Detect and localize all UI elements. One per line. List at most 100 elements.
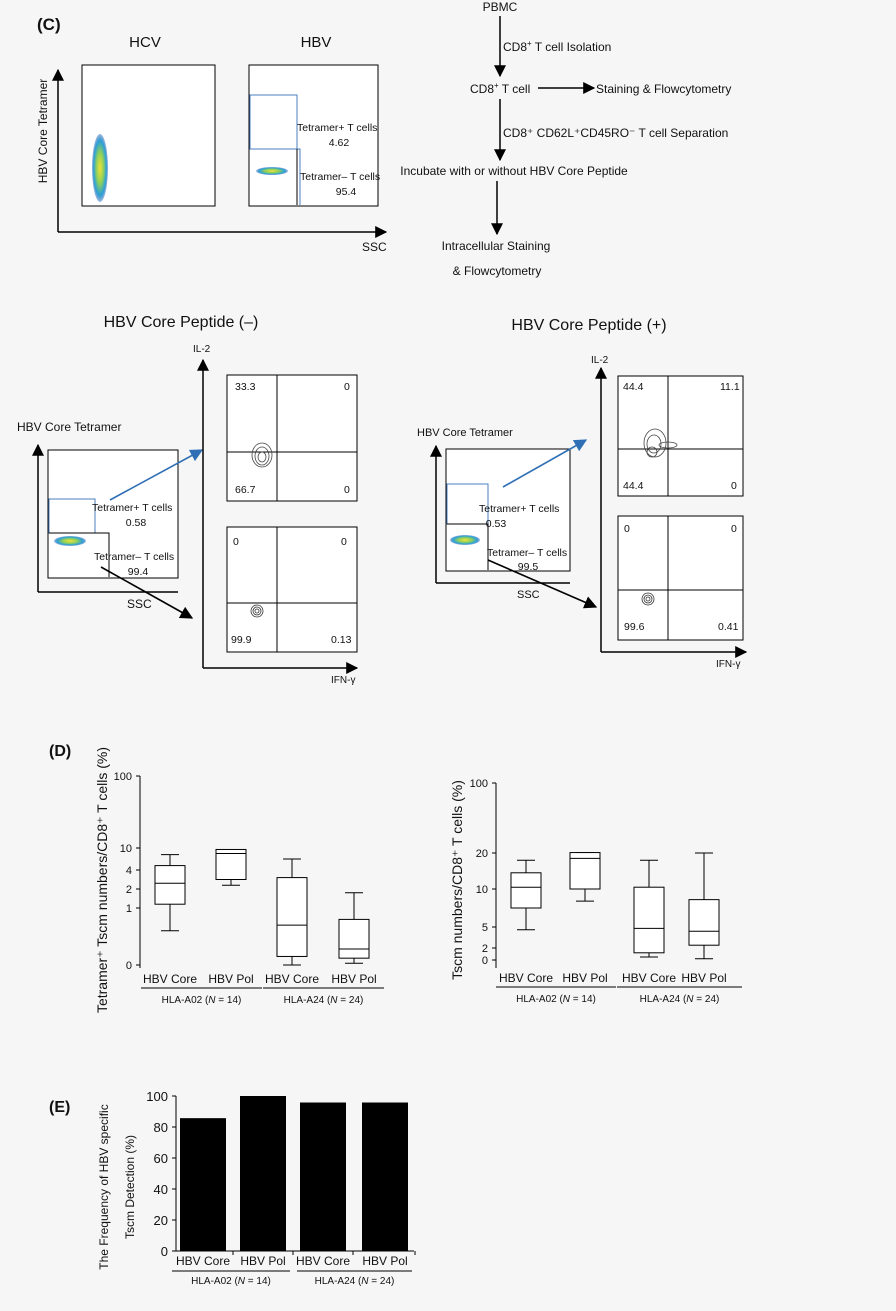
x-category-label: HBV Core — [622, 971, 676, 985]
peppos-bot-q2: 0 — [731, 523, 737, 535]
pepneg-bot-q2: 0 — [341, 536, 347, 548]
hcv-plot-frame — [81, 64, 216, 207]
flow-step2: CD8⁺ CD62L⁺CD45RO⁻ T cell Separation — [503, 126, 728, 140]
pepneg-title: HBV Core Peptide (–) — [104, 314, 259, 331]
hbv-title: HBV — [301, 34, 332, 51]
peppos-q-top-frame — [617, 375, 744, 497]
flow-side: Staining & Flowcytometry — [596, 82, 731, 96]
pepneg-population — [54, 536, 86, 546]
peppos-pos-value: 0.53 — [486, 518, 507, 530]
y-tick-label: 4 — [126, 865, 132, 877]
pepneg-arrow-down — [100, 566, 194, 619]
group-label: HLA-A02 (N = 14) — [516, 994, 596, 1005]
pepneg-top-q4: 0 — [344, 484, 350, 496]
x-category-label: HBV Core — [296, 1254, 350, 1268]
pepneg-bot-q4: 0.13 — [331, 634, 352, 646]
pepneg-arrow-up — [109, 449, 204, 501]
x-category-label: HBV Pol — [240, 1254, 285, 1268]
y-tick-label: 1 — [126, 903, 132, 915]
y-tick-label: 60 — [154, 1151, 168, 1166]
pepneg-q-bot-frame — [226, 526, 358, 653]
panel-c-label: (C) — [37, 15, 61, 34]
peppos-contour-bot — [641, 592, 655, 606]
box-iqr — [276, 877, 308, 957]
peppos-q-bot-frame — [617, 515, 744, 641]
pepneg-neg-value: 99.4 — [128, 566, 149, 578]
x-category-label: HBV Core — [143, 972, 197, 986]
y-tick-label: 100 — [470, 778, 488, 790]
y-tick-label: 0 — [126, 960, 132, 972]
y-axis-title-line1: The Frequency of HBV specific — [97, 1104, 111, 1269]
pepneg-il2: IL-2 — [193, 344, 211, 355]
bar — [300, 1102, 346, 1251]
y-tick-label: 40 — [154, 1182, 168, 1197]
y-tick-label: 20 — [154, 1213, 168, 1228]
peppos-arrow-up — [502, 439, 588, 488]
hbv-neg-label: Tetramer– T cells — [300, 171, 380, 183]
pepneg-q-top-frame — [226, 374, 358, 502]
peppos-top-q3: 44.4 — [623, 480, 644, 492]
peppos-bot-q1: 0 — [624, 523, 630, 535]
pepneg-gate-neg — [49, 532, 110, 577]
y-tick-label: 0 — [482, 955, 488, 967]
peppos-il2: IL-2 — [591, 355, 609, 366]
y-tick-label: 80 — [154, 1120, 168, 1135]
pepneg-top-q3: 66.7 — [235, 484, 256, 496]
bar — [362, 1102, 408, 1251]
peppos-scatter-frame — [445, 448, 571, 572]
hbv-pos-label: Tetramer+ T cells — [297, 122, 377, 134]
x-category-label: HBV Core — [499, 971, 553, 985]
flow-node4-l2: & Flowcytometry — [453, 264, 542, 278]
y-axis-title: Tscm numbers/CD8⁺ T cells (%) — [449, 780, 465, 980]
y-tick-label: 10 — [476, 884, 488, 896]
peppos-tetramer-label: HBV Core Tetramer — [417, 427, 513, 439]
group-label: HLA-A24 (N = 24) — [284, 995, 364, 1006]
pepneg-top-q2: 0 — [344, 381, 350, 393]
pepneg-contour-top — [251, 442, 273, 468]
box-chart-tscm: 02 5 10 20 100 Tscm numbers/CD8⁺ T cells (%) H… — [449, 778, 742, 1005]
peppos-bot-q3: 99.6 — [624, 621, 645, 633]
box-iqr — [154, 865, 186, 905]
box-iqr — [215, 848, 247, 881]
flow-step1: CD8+ T cell Isolation — [503, 39, 611, 54]
hbv-gate-neg — [250, 148, 301, 205]
hcv-population — [92, 134, 108, 202]
y-axis-title-line2: Tscm Detection (%) — [123, 1135, 137, 1239]
c-ylabel: HBV Core Tetramer — [36, 79, 50, 183]
panel-d-label: (D) — [49, 743, 71, 760]
pepneg-contour-bot — [250, 604, 264, 618]
pepneg-neg-label: Tetramer– T cells — [94, 551, 174, 563]
box-chart-tetramer-tscm: 0 1 2 4 10 100 Tetramer⁺ Tscm numbers/CD8⁺ T c… — [94, 747, 384, 1013]
bar — [240, 1096, 286, 1251]
pepneg-ssc: SSC — [127, 597, 152, 611]
pepneg-bot-q1: 0 — [233, 536, 239, 548]
hcv-title: HCV — [129, 34, 161, 51]
y-axis-title: Tetramer⁺ Tscm numbers/CD8⁺ T cells (%) — [94, 747, 110, 1013]
pepneg-scatter-frame — [47, 449, 179, 579]
x-category-label: HBV Core — [265, 972, 319, 986]
y-tick-label: 0 — [161, 1244, 168, 1259]
x-category-label: HBV Core — [176, 1254, 230, 1268]
peppos-ssc: SSC — [517, 589, 540, 601]
y-tick-label: 100 — [146, 1089, 168, 1104]
x-category-label: HBV Pol — [681, 971, 726, 985]
hbv-population — [256, 167, 288, 175]
box-iqr — [338, 918, 370, 959]
bar-chart-detection-frequency: 0 20 40 60 80 100 The Frequency of HBV specifi… — [97, 1089, 416, 1287]
group-label: HLA-A24 (N = 24) — [640, 994, 720, 1005]
hbv-neg-value: 95.4 — [336, 186, 357, 198]
peppos-top-q1: 44.4 — [623, 381, 644, 393]
flow-pbmc: PBMC — [483, 0, 518, 14]
box-iqr — [633, 886, 665, 954]
pepneg-pos-label: Tetramer+ T cells — [92, 502, 172, 514]
y-tick-label: 2 — [482, 943, 488, 955]
bar — [180, 1118, 226, 1251]
panel-e-label: (E) — [49, 1099, 70, 1116]
y-tick-label: 100 — [114, 771, 132, 783]
peppos-ifng: IFN-γ — [716, 659, 740, 670]
flow-node4-l1: Intracellular Staining — [442, 239, 551, 253]
peppos-top-q4: 0 — [731, 480, 737, 492]
hbv-pos-value: 4.62 — [329, 137, 350, 149]
x-category-label: HBV Pol — [331, 972, 376, 986]
peppos-title: HBV Core Peptide (+) — [511, 317, 666, 334]
